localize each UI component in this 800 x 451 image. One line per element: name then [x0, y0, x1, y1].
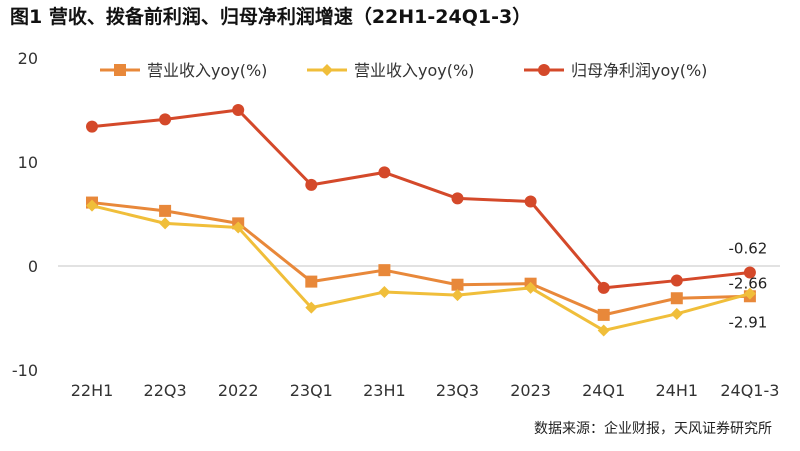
chart-series	[86, 104, 756, 337]
data-point-circle	[378, 166, 391, 179]
series-line	[91, 201, 750, 317]
data-point-circle	[597, 281, 610, 294]
data-label: -2.66	[728, 275, 767, 293]
data-point-square	[378, 264, 391, 277]
legend-label: 营业收入yoy(%)	[147, 61, 267, 80]
chart-legend: 营业收入yoy(%) 营业收入yoy(%) 归母净利润yoy(%)	[100, 61, 707, 80]
data-point-circle	[670, 274, 683, 287]
series-line	[91, 204, 751, 332]
data-label: -0.62	[728, 239, 767, 257]
data-point-circle	[743, 266, 756, 279]
source-note: 数据来源：企业财报，天风证券研究所	[534, 421, 772, 437]
legend-item-2: 营业收入yoy(%)	[307, 61, 474, 80]
legend-item-1: 营业收入yoy(%)	[100, 61, 267, 80]
y-tick-label: 10	[18, 153, 38, 172]
data-point-diamond	[597, 324, 610, 337]
data-point-square	[305, 275, 318, 288]
legend-item-3: 归母净利润yoy(%)	[524, 61, 707, 80]
x-tick-label: 23Q3	[436, 381, 479, 400]
x-tick-label: 24Q1	[582, 381, 625, 400]
data-point-diamond	[321, 64, 333, 76]
data-point-square	[159, 204, 172, 217]
x-tick-label: 24Q1-3	[720, 381, 779, 400]
data-point-diamond	[86, 199, 98, 212]
data-point-diamond	[232, 221, 245, 234]
data-point-circle	[451, 192, 464, 205]
data-point-circle	[538, 64, 550, 76]
page-title: 图1 营收、拨备前利润、归母净利润增速（22H1-24Q1-3）	[10, 6, 532, 28]
data-point-diamond	[451, 289, 464, 302]
x-tick-label: 23H1	[363, 381, 406, 400]
legend-label: 营业收入yoy(%)	[354, 61, 474, 80]
data-point-square	[670, 292, 683, 305]
x-tick-label: 24H1	[656, 381, 699, 400]
data-point-square	[451, 278, 464, 291]
data-point-diamond	[159, 217, 172, 230]
chart-axes: 20 10 0 -10 22H1 22Q3 2022 23Q1 23H1 23Q3 2023 24Q1…	[12, 49, 780, 400]
x-tick-label: 22Q3	[144, 381, 187, 400]
data-point-square	[114, 64, 126, 76]
x-tick-label: 22H1	[71, 381, 114, 400]
series-1	[86, 196, 756, 321]
series-3	[86, 104, 756, 294]
data-point-diamond	[743, 287, 756, 300]
data-point-square	[597, 308, 610, 321]
data-point-circle	[524, 195, 537, 208]
series-line	[91, 108, 751, 290]
x-tick-label: 23Q1	[290, 381, 333, 400]
data-point-diamond	[524, 281, 537, 294]
data-point-circle	[159, 113, 172, 126]
data-point-circle	[232, 104, 245, 116]
chart-annotations: -0.62 -2.66 -2.91	[728, 239, 767, 331]
legend-label: 归母净利润yoy(%)	[571, 61, 707, 80]
data-point-diamond	[305, 301, 318, 314]
x-tick-label: 2022	[218, 381, 259, 400]
data-point-diamond	[378, 286, 391, 298]
x-tick-label: 2023	[510, 381, 551, 400]
data-point-diamond	[670, 307, 683, 320]
y-tick-label: -10	[12, 361, 38, 380]
series-2	[86, 199, 756, 337]
data-point-circle	[305, 178, 318, 191]
y-tick-label: 20	[18, 49, 38, 68]
y-tick-label: 0	[28, 257, 38, 276]
data-point-circle	[86, 120, 98, 133]
data-label: -2.91	[728, 313, 767, 331]
